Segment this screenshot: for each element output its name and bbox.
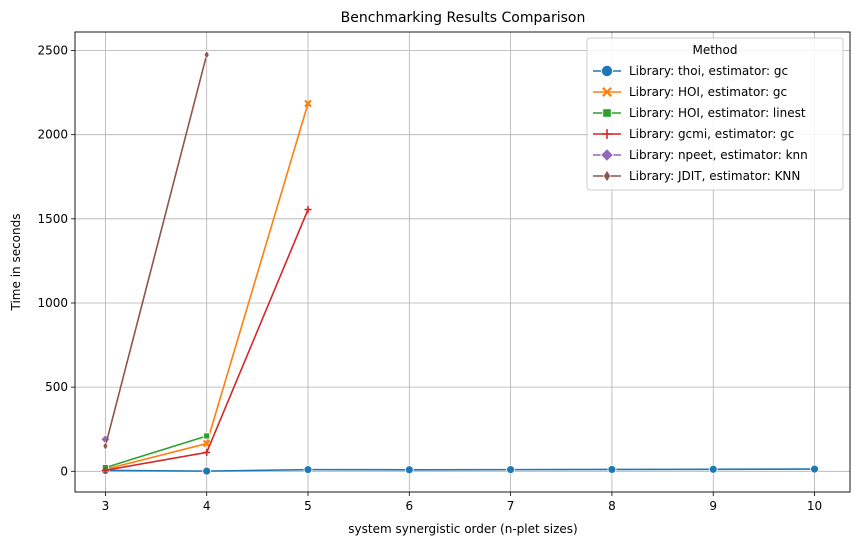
y-tick-label: 2500	[37, 44, 68, 58]
data-point	[602, 108, 612, 118]
data-point	[603, 169, 611, 183]
series-library-gcmi-estimator-gc	[101, 206, 312, 474]
legend-label: Library: npeet, estimator: knn	[629, 148, 808, 162]
legend-item: Library: HOI, estimator: linest	[593, 106, 806, 120]
legend-item: Library: npeet, estimator: knn	[593, 148, 808, 162]
legend-label: Library: HOI, estimator: gc	[629, 85, 787, 99]
y-tick-label: 500	[45, 380, 68, 394]
series-library-jdit-estimator-knn	[102, 50, 210, 451]
data-point	[810, 464, 819, 474]
x-tick-label: 6	[405, 499, 413, 513]
chart-title: Benchmarking Results Comparison	[341, 10, 586, 26]
x-tick-label: 8	[608, 499, 616, 513]
legend-item: Library: gcmi, estimator: gc	[593, 127, 794, 141]
x-tick-label: 10	[807, 499, 822, 513]
legend-label: Library: HOI, estimator: linest	[629, 106, 806, 120]
data-point	[203, 432, 211, 440]
data-point	[404, 465, 414, 475]
legend: Method Library: thoi, estimator: gc Libra…	[586, 37, 844, 191]
data-point	[602, 129, 612, 139]
legend-title: Method	[692, 43, 737, 57]
data-point	[304, 206, 312, 214]
axis-ticks: 3 4 5 6 7 8 9 10 0 500 1000 1500 2000 2500	[37, 44, 822, 513]
data-point	[602, 87, 612, 97]
plot-area	[74, 31, 851, 493]
y-tick-label: 0	[60, 464, 68, 478]
y-tick-label: 1000	[37, 296, 68, 310]
data-point	[708, 464, 718, 474]
data-point	[303, 465, 313, 475]
y-axis-label: Time in seconds	[9, 214, 23, 312]
data-point	[203, 448, 211, 456]
legend-label: Library: JDIT, estimator: KNN	[629, 169, 800, 183]
y-tick-label: 2000	[37, 128, 68, 142]
legend-label: Library: thoi, estimator: gc	[629, 64, 788, 78]
data-point	[601, 65, 614, 78]
series-lines	[100, 50, 819, 476]
x-axis-label: system synergistic order (n-plet sizes)	[348, 522, 577, 536]
legend-box	[586, 37, 844, 191]
legend-label: Library: gcmi, estimator: gc	[629, 127, 794, 141]
data-point	[102, 441, 109, 451]
legend-item: Library: JDIT, estimator: KNN	[593, 169, 800, 183]
data-point	[101, 466, 109, 474]
data-point	[202, 466, 212, 476]
x-tick-label: 4	[203, 499, 211, 513]
data-point	[600, 148, 614, 162]
data-point	[304, 99, 312, 108]
x-tick-label: 7	[507, 499, 515, 513]
series-line	[104, 54, 208, 447]
data-point	[607, 465, 617, 474]
data-point	[203, 50, 210, 60]
x-tick-label: 3	[102, 499, 110, 513]
legend-item: Library: thoi, estimator: gc	[593, 64, 788, 78]
series-library-hoi-estimator-linest	[101, 432, 211, 471]
x-tick-label: 9	[709, 499, 717, 513]
data-point	[506, 465, 516, 475]
y-tick-label: 1500	[37, 212, 68, 226]
x-tick-label: 5	[304, 499, 312, 513]
series-line	[105, 435, 207, 469]
series-library-thoi-estimator-gc	[100, 464, 819, 476]
series-line	[105, 468, 815, 472]
legend-item: Library: HOI, estimator: gc	[593, 85, 787, 99]
data-point	[202, 439, 211, 448]
